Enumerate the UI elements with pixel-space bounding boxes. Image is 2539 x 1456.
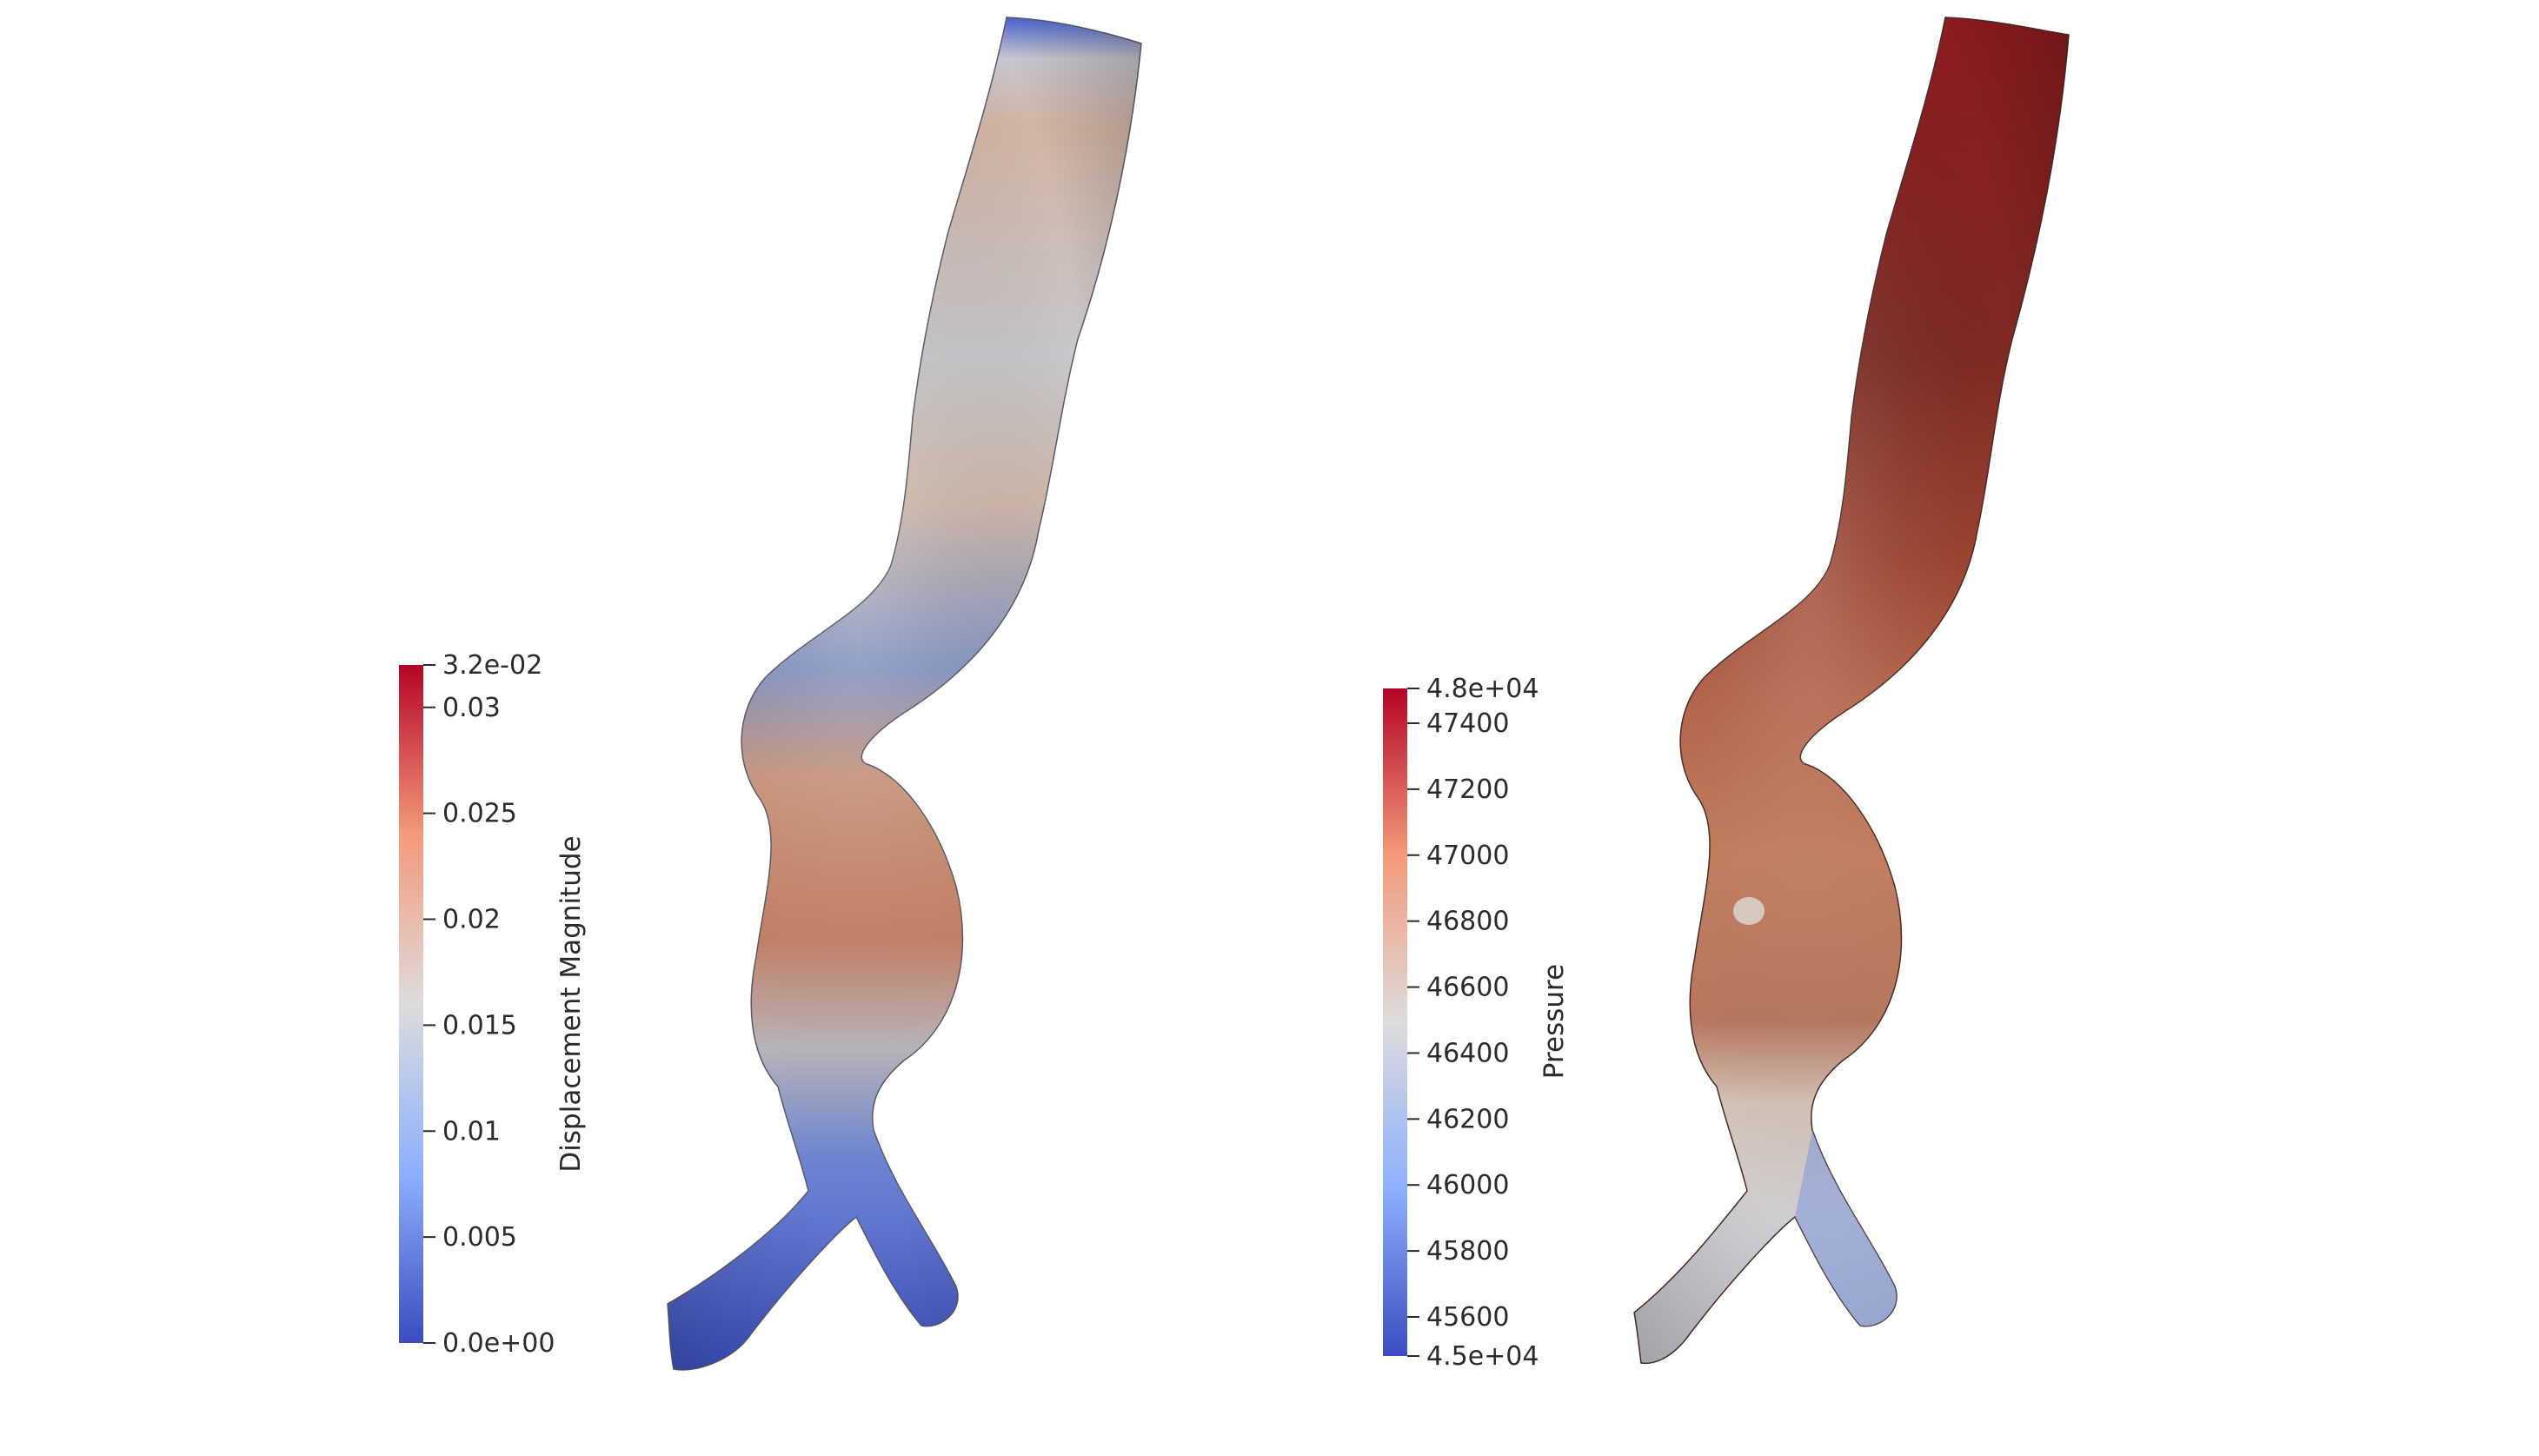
displacement-colorbar-title: Displacement Magnitude: [555, 835, 587, 1172]
displacement-min-tick-label: 0.0e+00: [442, 1328, 555, 1359]
pressure-tick-label: 45800: [1426, 1236, 1509, 1267]
displacement-tick-label: 0.01: [442, 1116, 501, 1147]
displacement-colorbar-gradient: [399, 665, 423, 1343]
pressure-tick-label: 46800: [1426, 907, 1509, 937]
pressure-colorbar-title: Pressure: [1539, 964, 1570, 1079]
pressure-tick-label: 47400: [1426, 708, 1509, 739]
displacement-tick-label: 0.025: [442, 799, 517, 829]
pressure-max-tick-label: 4.8e+04: [1426, 674, 1539, 704]
displacement-vessel-model[interactable]: [667, 17, 1142, 1371]
pressure-vessel-model[interactable]: [1633, 17, 2070, 1365]
pressure-tick-label: 46600: [1426, 973, 1509, 1003]
pressure-tick-label: 45600: [1426, 1302, 1509, 1333]
pressure-tick-label: 46200: [1426, 1104, 1509, 1134]
displacement-colorbar: 3.2e-02 0.0e+00 0.03 0.025 0.02 0.015 0.01 0.00…: [399, 650, 587, 1359]
pressure-min-tick-label: 4.5e+04: [1426, 1341, 1539, 1372]
pressure-tick-label: 47200: [1426, 775, 1509, 805]
displacement-tick-label: 0.02: [442, 905, 501, 935]
displacement-tick-label: 0.015: [442, 1010, 517, 1040]
pressure-colorbar-gradient: [1383, 688, 1407, 1356]
pressure-tick-label: 46000: [1426, 1170, 1509, 1200]
pressure-tick-label: 47000: [1426, 841, 1509, 871]
displacement-colorbar-ticks: 3.2e-02 0.0e+00 0.03 0.025 0.02 0.015 0.01 0.00…: [423, 650, 555, 1359]
displacement-max-tick-label: 3.2e-02: [442, 650, 542, 681]
pressure-tick-label: 46400: [1426, 1038, 1509, 1068]
pressure-colorbar: 4.8e+04 4.5e+04 47400 47200 47000 46800 46600 4…: [1383, 674, 1570, 1372]
pressure-colorbar-ticks: 4.8e+04 4.5e+04 47400 47200 47000 46800 46600 4…: [1407, 674, 1539, 1372]
displacement-tick-label: 0.005: [442, 1222, 517, 1253]
displacement-tick-label: 0.03: [442, 693, 501, 723]
